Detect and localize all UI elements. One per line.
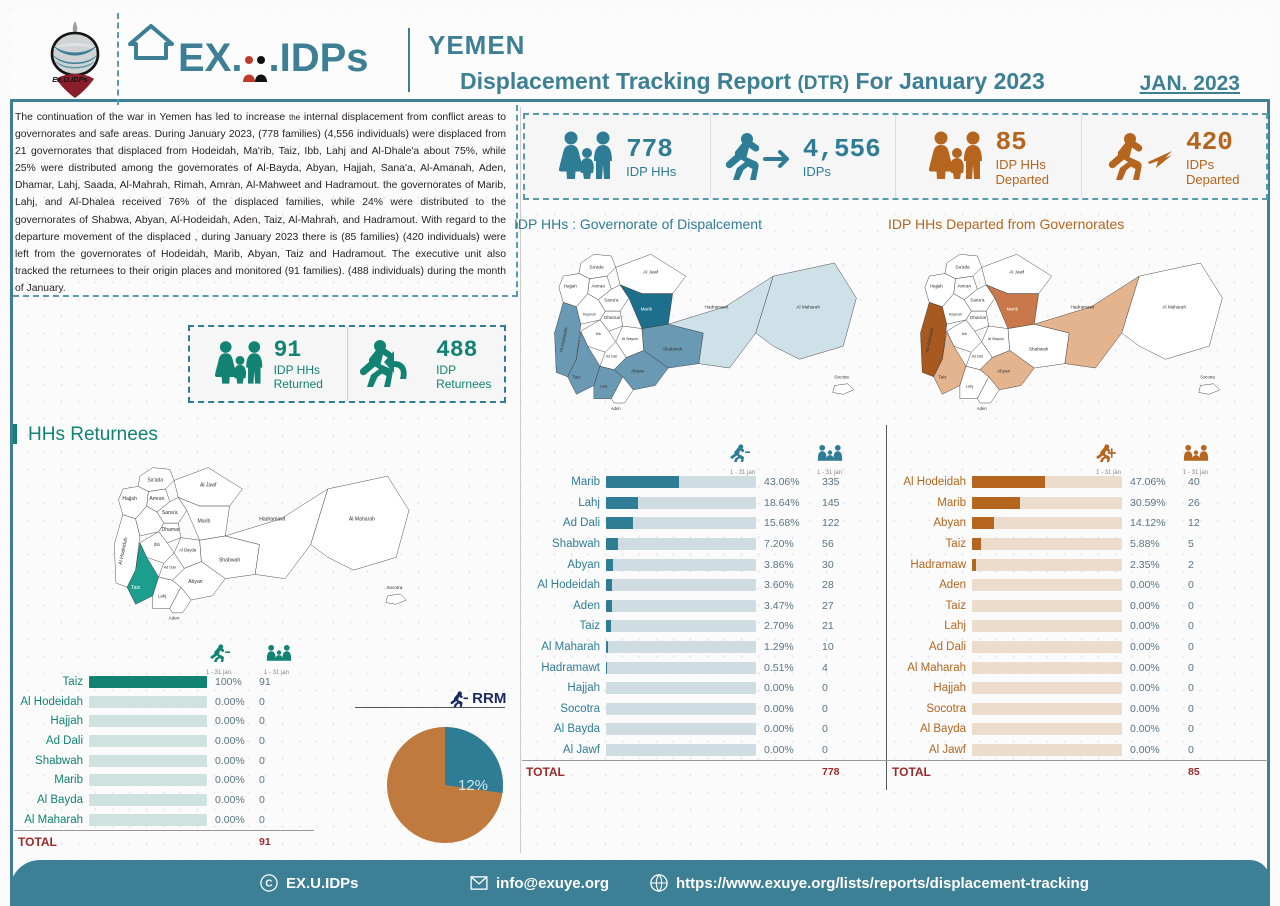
- svg-text:Al Maharah: Al Maharah: [1162, 305, 1186, 310]
- svg-text:Marib: Marib: [1007, 306, 1019, 311]
- svg-text:Lahj: Lahj: [966, 383, 974, 388]
- svg-text:Marib: Marib: [198, 518, 211, 524]
- svg-text:Hajjah: Hajjah: [564, 284, 578, 289]
- svg-text:Shabwah: Shabwah: [1029, 347, 1049, 352]
- svg-text:Taiz: Taiz: [572, 375, 581, 380]
- svg-text:Sa'ada: Sa'ada: [589, 264, 604, 269]
- svg-text:Lahj: Lahj: [600, 383, 608, 388]
- svg-text:Ibb: Ibb: [596, 332, 601, 336]
- svg-text:Abyan: Abyan: [188, 579, 203, 585]
- svg-text:Hadramawt: Hadramawt: [705, 305, 729, 310]
- svg-text:Sa'ada: Sa'ada: [955, 264, 970, 269]
- svg-text:Ibb: Ibb: [962, 332, 967, 336]
- svg-text:Lahj: Lahj: [158, 593, 166, 598]
- svg-text:Amran: Amran: [957, 284, 971, 289]
- svg-text:Amran: Amran: [591, 284, 605, 289]
- svg-text:Ad Dali: Ad Dali: [606, 355, 618, 359]
- svg-text:Taiz: Taiz: [938, 375, 947, 380]
- svg-text:Dhamar: Dhamar: [604, 315, 621, 320]
- svg-text:Taiz: Taiz: [131, 585, 141, 591]
- svg-text:Shabwah: Shabwah: [663, 347, 683, 352]
- svg-text:Ad Dali: Ad Dali: [164, 565, 176, 569]
- svg-text:Raymah: Raymah: [949, 313, 962, 317]
- svg-text:Sa'ada: Sa'ada: [147, 477, 163, 483]
- svg-text:Dhamar: Dhamar: [162, 527, 180, 533]
- svg-text:Socotra: Socotra: [1200, 375, 1215, 380]
- svg-text:Socotra: Socotra: [386, 585, 402, 590]
- svg-text:Hadramawt: Hadramawt: [1071, 305, 1095, 310]
- svg-text:C: C: [265, 879, 272, 890]
- svg-text:Dhamar: Dhamar: [970, 315, 987, 320]
- svg-text:Marib: Marib: [641, 306, 653, 311]
- svg-text:Abyan: Abyan: [631, 368, 645, 373]
- svg-text:Al Maharah: Al Maharah: [796, 305, 820, 310]
- svg-text:Socotra: Socotra: [834, 375, 849, 380]
- svg-text:Amran: Amran: [149, 496, 164, 502]
- svg-text:Aden: Aden: [977, 406, 987, 411]
- svg-text:Aden: Aden: [169, 616, 180, 621]
- svg-text:Hajjah: Hajjah: [930, 284, 944, 289]
- svg-text:12%: 12%: [458, 777, 488, 794]
- svg-text:Sana'a: Sana'a: [970, 298, 985, 303]
- svg-text:Al Bayda: Al Bayda: [622, 336, 639, 341]
- svg-text:Al Bayda: Al Bayda: [179, 547, 197, 552]
- svg-text:Sana'a: Sana'a: [604, 298, 619, 303]
- svg-text:Ad Dali: Ad Dali: [972, 355, 984, 359]
- svg-text:Ibb: Ibb: [154, 542, 161, 547]
- svg-text:Hajjah: Hajjah: [122, 496, 137, 502]
- svg-text:Hadramawt: Hadramawt: [259, 517, 286, 523]
- svg-text:Aden: Aden: [611, 406, 621, 411]
- svg-text:Al Jawf: Al Jawf: [643, 270, 659, 275]
- svg-text:Al Bayda: Al Bayda: [988, 336, 1005, 341]
- svg-text:Shabwah: Shabwah: [219, 558, 240, 564]
- svg-text:Al Jawf: Al Jawf: [200, 482, 217, 488]
- svg-text:Sana'a: Sana'a: [162, 510, 178, 516]
- svg-text:Al Jawf: Al Jawf: [1009, 270, 1025, 275]
- svg-text:Raymah: Raymah: [583, 313, 596, 317]
- svg-text:Al Maharah: Al Maharah: [349, 517, 375, 523]
- svg-text:Abyan: Abyan: [997, 368, 1011, 373]
